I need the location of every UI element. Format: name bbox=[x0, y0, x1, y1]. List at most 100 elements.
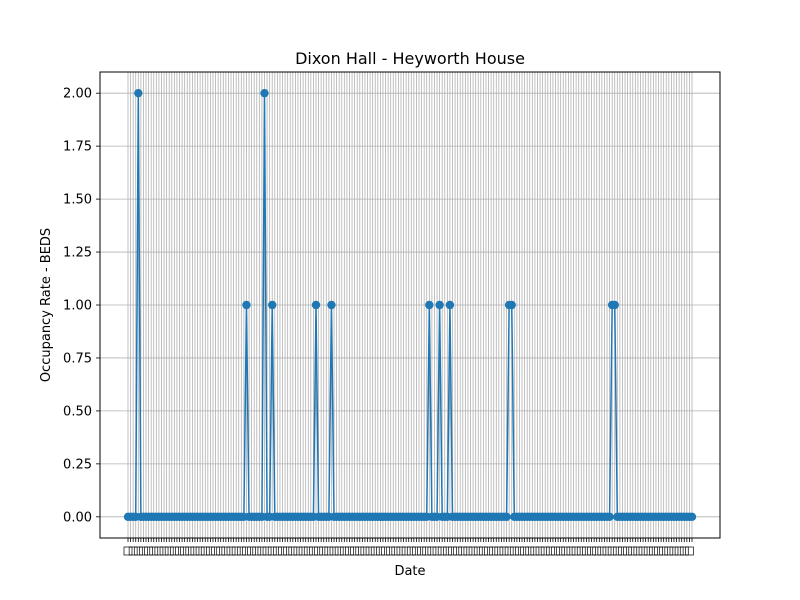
x-tick-label-glyph bbox=[278, 546, 287, 556]
x-tick-label-glyph bbox=[345, 546, 354, 556]
x-tick-label-glyph bbox=[448, 546, 457, 556]
x-tick-label-glyph bbox=[571, 546, 581, 556]
x-tick-label-glyph bbox=[381, 546, 390, 556]
y-tick-label: 1.50 bbox=[63, 193, 92, 208]
x-tick-label-glyph bbox=[535, 546, 545, 556]
x-tick-label-glyph bbox=[587, 546, 596, 556]
x-tick-label-glyph bbox=[350, 546, 359, 556]
x-tick-label-glyph bbox=[159, 546, 169, 556]
x-tick-label-glyph bbox=[551, 546, 560, 556]
x-tick-label-glyph bbox=[273, 546, 282, 556]
x-tick-label-glyph bbox=[509, 546, 519, 556]
x-tick-label-glyph bbox=[139, 546, 148, 556]
x-tick-label-glyph bbox=[669, 546, 679, 556]
x-tick-label-glyph bbox=[319, 546, 329, 556]
x-tick-label-glyph bbox=[242, 546, 251, 556]
x-tick-label-glyph bbox=[453, 546, 462, 556]
x-tick-label-glyph bbox=[638, 546, 648, 556]
x-tick-label-glyph bbox=[365, 546, 375, 556]
data-point bbox=[327, 300, 336, 310]
x-tick-label-glyph bbox=[556, 546, 566, 556]
y-tick-label: 0.25 bbox=[63, 457, 92, 472]
x-tick-label-glyph bbox=[592, 546, 602, 556]
x-tick-label-glyph bbox=[515, 546, 524, 556]
x-tick-label-glyph bbox=[200, 546, 210, 556]
x-tick-label-glyph bbox=[463, 546, 473, 556]
y-axis-label: Occupancy Rate - BEDS bbox=[39, 228, 54, 382]
x-tick-label-glyph bbox=[597, 546, 607, 556]
x-tick-label-glyph bbox=[674, 546, 684, 556]
x-tick-label-glyph bbox=[561, 546, 571, 556]
x-tick-label-glyph bbox=[679, 546, 689, 556]
x-tick-label-glyph bbox=[417, 546, 426, 556]
x-tick-label-glyph bbox=[247, 546, 256, 556]
x-tick-label-glyph bbox=[314, 546, 323, 556]
data-point bbox=[311, 300, 321, 310]
axis-layer: 0.00 0.25 0.50 0.75 1.00 1.25 1.50 1.75 2.00 bbox=[63, 87, 694, 556]
x-tick-label-glyph bbox=[206, 546, 215, 556]
y-tick-label: 1.25 bbox=[63, 246, 92, 261]
x-tick-label-glyph bbox=[427, 546, 437, 556]
x-tick-label-glyph bbox=[525, 546, 535, 556]
y-tick-label: 0.00 bbox=[63, 510, 92, 525]
x-tick-label-glyph bbox=[643, 546, 653, 556]
x-tick-label-glyph bbox=[442, 546, 452, 556]
x-tick-label-glyph bbox=[576, 546, 586, 556]
x-axis-label: Date bbox=[394, 564, 425, 579]
x-tick-label-glyph bbox=[504, 546, 514, 556]
x-tick-label-glyph bbox=[128, 546, 138, 556]
x-tick-label-glyph bbox=[211, 546, 220, 556]
x-tick-label-glyph bbox=[370, 546, 380, 556]
data-point bbox=[610, 300, 619, 310]
x-tick-label-glyph bbox=[494, 546, 504, 556]
y-tick-label: 0.75 bbox=[63, 351, 92, 366]
x-tick-label-glyph bbox=[473, 546, 483, 556]
x-tick-label-glyph bbox=[654, 546, 663, 556]
x-tick-label-glyph bbox=[412, 546, 421, 556]
x-tick-label-glyph bbox=[602, 546, 612, 556]
x-tick-label-glyph bbox=[236, 546, 246, 556]
data-point bbox=[507, 300, 516, 310]
data-point bbox=[687, 512, 697, 522]
x-tick-label-glyph bbox=[180, 546, 190, 556]
x-tick-label-glyph bbox=[360, 546, 370, 556]
x-tick-label-glyph bbox=[298, 546, 308, 556]
chart-title: Dixon Hall - Heyworth House bbox=[295, 49, 525, 68]
x-tick-label-glyph bbox=[175, 546, 184, 556]
x-tick-label-glyph bbox=[324, 546, 334, 556]
x-tick-label-glyph bbox=[437, 546, 447, 556]
x-tick-label-glyph bbox=[484, 546, 493, 556]
y-tick-label: 0.50 bbox=[63, 404, 92, 419]
x-tick-label-glyph bbox=[334, 546, 344, 556]
data-point bbox=[425, 300, 434, 310]
x-tick-label-glyph bbox=[618, 546, 627, 556]
x-tick-label-glyph bbox=[133, 546, 143, 556]
x-tick-label-glyph bbox=[123, 546, 133, 556]
x-tick-label-glyph bbox=[406, 546, 416, 556]
x-tick-label-glyph bbox=[520, 546, 529, 556]
x-tick-label-glyph bbox=[144, 546, 153, 556]
x-tick-label-glyph bbox=[283, 546, 293, 556]
x-tick-label-glyph bbox=[391, 546, 401, 556]
x-tick-label-glyph bbox=[149, 546, 159, 556]
x-tick-label-glyph bbox=[195, 546, 205, 556]
x-tick-label-glyph bbox=[401, 546, 411, 556]
series-layer bbox=[123, 88, 697, 522]
x-tick-label-glyph bbox=[386, 546, 396, 556]
x-tick-label-glyph bbox=[582, 546, 591, 556]
x-tick-label-glyph bbox=[267, 546, 277, 556]
x-tick-label-glyph bbox=[185, 546, 195, 556]
data-point bbox=[435, 300, 444, 310]
x-tick-label-glyph bbox=[262, 546, 272, 556]
data-point bbox=[445, 300, 455, 310]
x-tick-label-glyph bbox=[257, 546, 267, 556]
x-tick-label-glyph bbox=[422, 546, 432, 556]
x-tick-label-glyph bbox=[221, 546, 231, 556]
y-tick-label: 2.00 bbox=[63, 87, 92, 102]
x-tick-label-glyph bbox=[309, 546, 318, 556]
x-tick-label-glyph bbox=[623, 546, 632, 556]
x-tick-label-glyph bbox=[540, 546, 550, 556]
x-tick-label-glyph bbox=[489, 546, 499, 556]
x-tick-label-glyph bbox=[458, 546, 468, 556]
